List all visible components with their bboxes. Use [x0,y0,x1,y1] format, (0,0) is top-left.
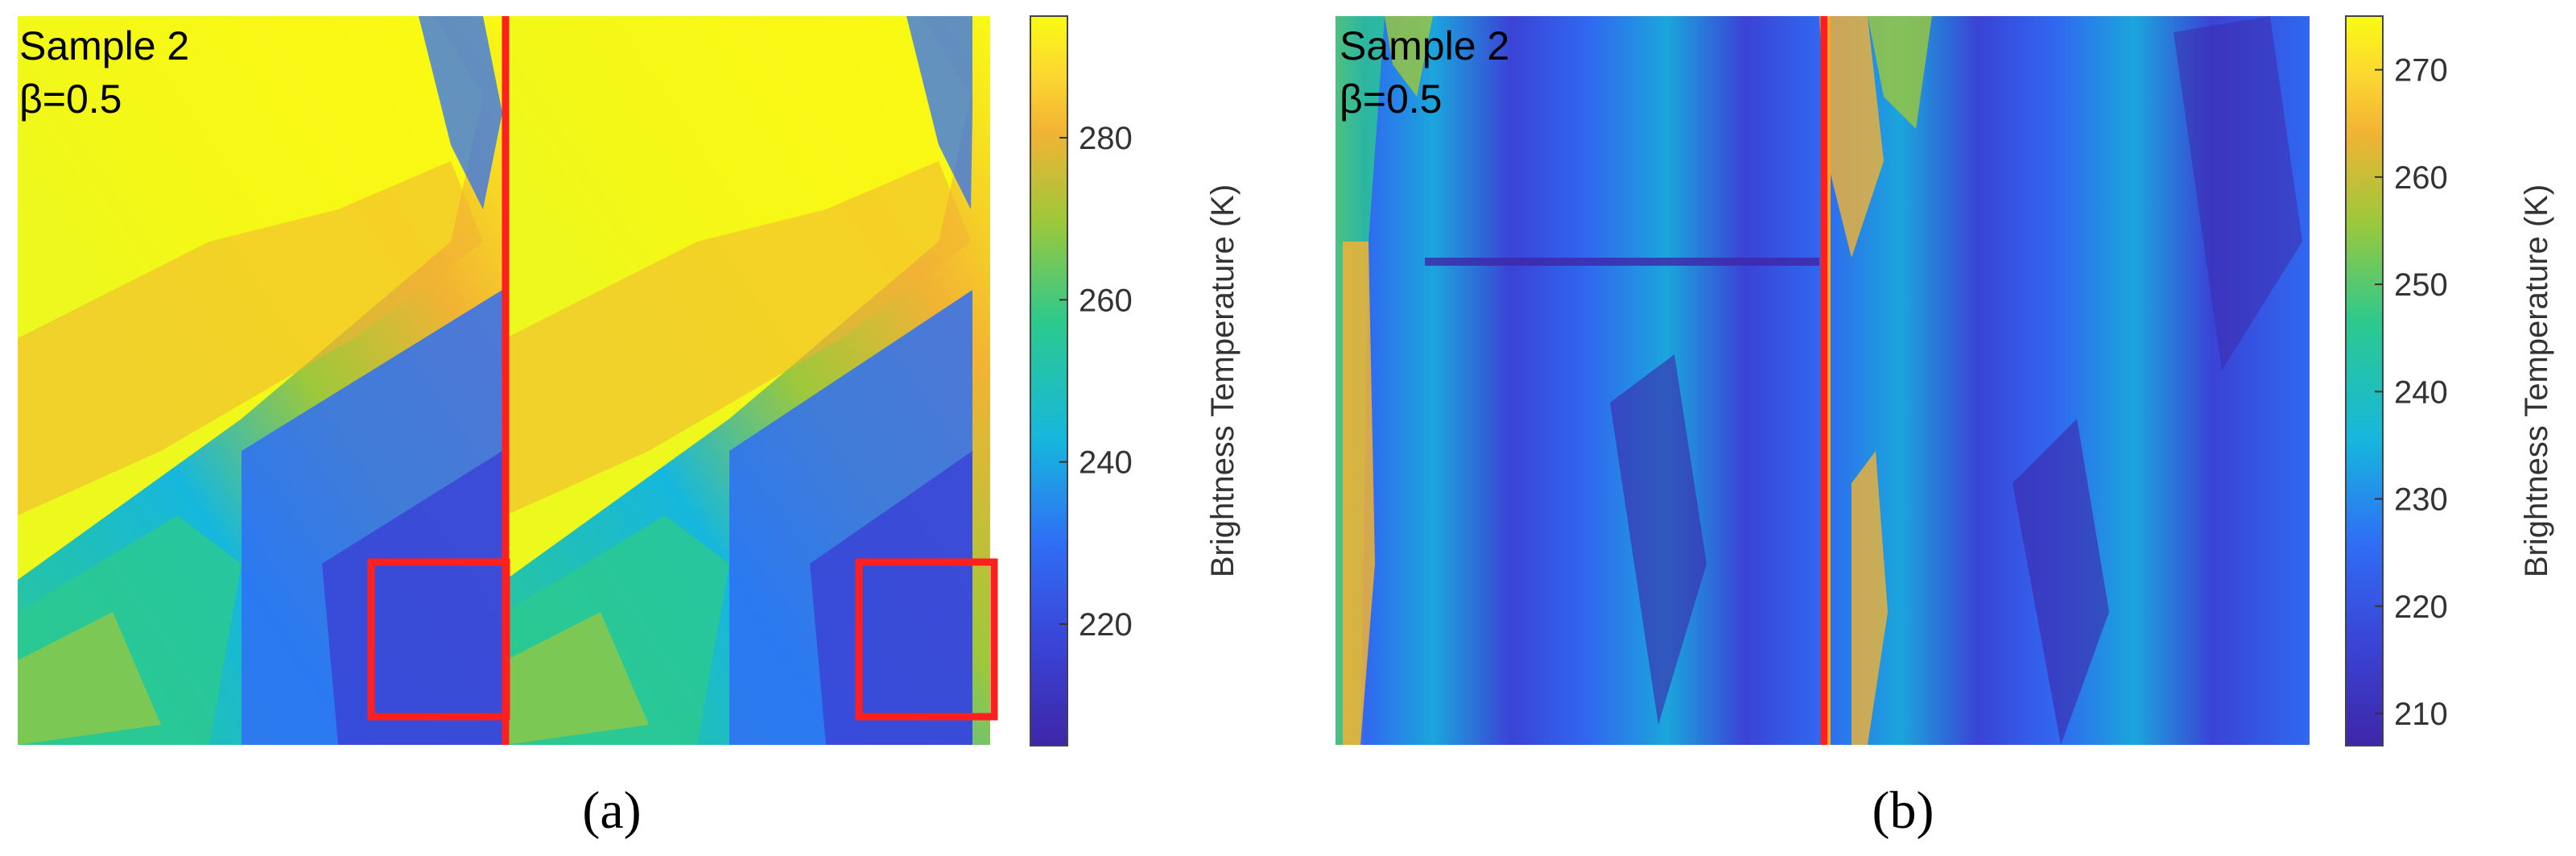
colorbar-a-tick-label: 280 [1079,121,1133,156]
colorbar-b: 210 220 230 240 250 260 270 Brightness Tempera… [2345,15,2554,746]
colorbar-a-label: Brightness Temperature (K) [1205,184,1241,577]
panel-b: Sample 2 β=0.5 210 220 230 240 250 260 270 Bri… [1335,15,2554,840]
annotation-b-sample: Sample 2 [1340,23,1509,68]
panel-a: Sample 2 β=0.5 220 240 260 280 Brightness T… [18,15,1241,840]
highlight-box-a-right [855,558,998,721]
colorbar-b-label: Brightness Temperature (K) [2519,184,2554,577]
colorbar-a-tick-label: 220 [1079,607,1133,643]
colorbar-b-tick-label: 210 [2394,697,2448,732]
colorbar-a-gradient [1030,15,1068,746]
colorbar-b-gradient [2345,15,2384,746]
annotation-a-beta: β=0.5 [19,77,122,122]
highlight-box-a-left [367,558,510,721]
colorbar-b-tick-label: 220 [2394,589,2448,625]
colorbar-a: 220 240 260 280 Brightness Temperature (K) [1030,15,1241,746]
colorbar-a-tick-label: 260 [1079,283,1133,318]
heatmap-a-right-half [506,16,990,745]
colorbar-b-tick-label: 240 [2394,374,2448,410]
heatmap-a-left-half [18,16,502,745]
annotation-a-sample: Sample 2 [19,23,189,68]
annotation-b-beta: β=0.5 [1340,77,1442,122]
colorbar-b-tick-label: 230 [2394,482,2448,518]
panel-label-a: (a) [582,781,641,840]
colorbar-b-tick-label: 260 [2394,160,2448,196]
colorbar-b-tick-label: 250 [2394,267,2448,303]
heatmap-a [18,16,990,745]
panel-label-b: (b) [1872,781,1934,840]
colorbar-a-tick-label: 240 [1079,445,1133,481]
colorbar-b-tick-label: 270 [2394,53,2448,89]
